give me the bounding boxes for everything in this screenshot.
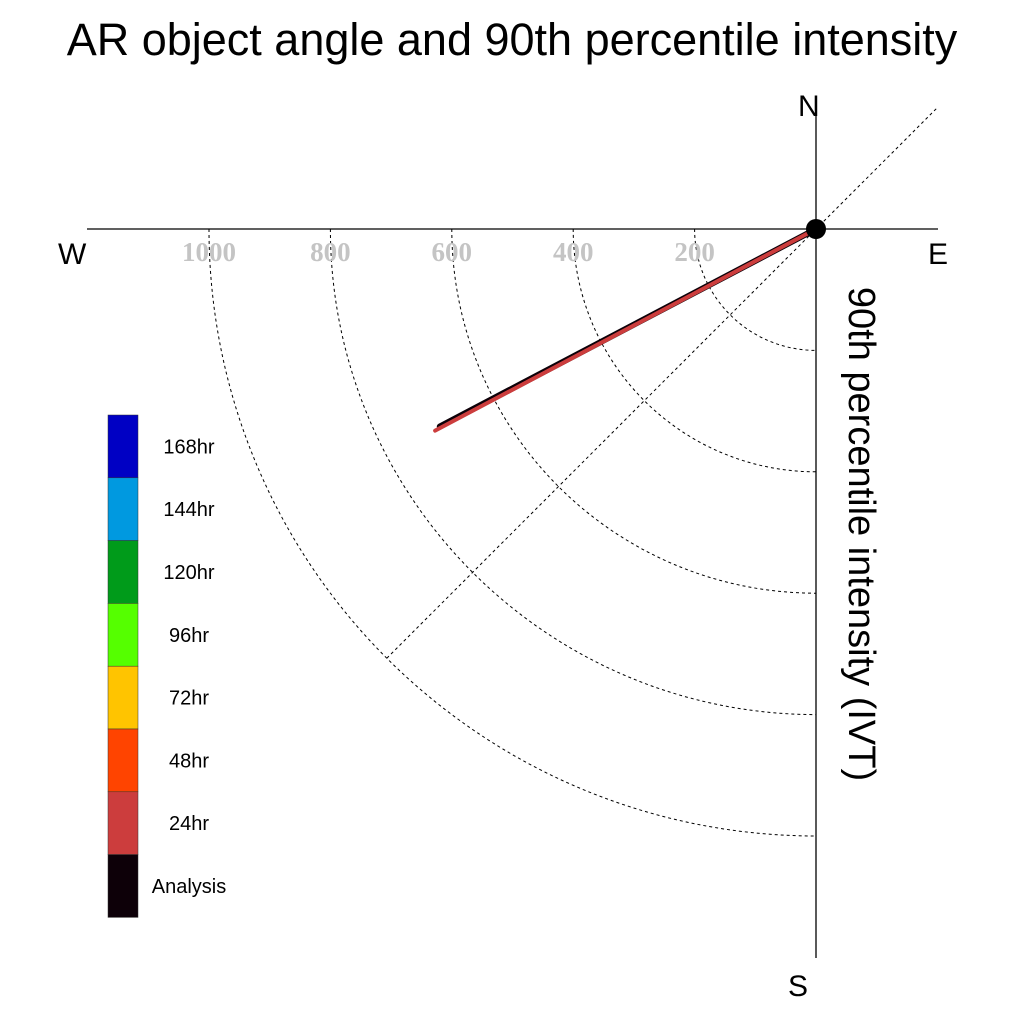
- legend-label: 48hr: [169, 750, 209, 772]
- grid-layer: [208, 106, 939, 837]
- radial-tick-label: 1000: [182, 237, 236, 267]
- legend-label: 96hr: [169, 625, 209, 647]
- compass-south: S: [788, 970, 808, 1003]
- legend-swatch-analysis: [107, 854, 139, 918]
- origin-point: [806, 219, 826, 239]
- chart-title: AR object angle and 90th percentile inte…: [66, 14, 958, 65]
- ring-200: [694, 228, 817, 351]
- ring-600: [451, 228, 817, 594]
- compass-east: E: [928, 238, 948, 271]
- radial-tick-label: 400: [553, 237, 594, 267]
- compass-north: N: [798, 90, 820, 123]
- radial-axis-label: 90th percentile intensity (IVT): [840, 287, 882, 781]
- legend-label: 120hr: [163, 562, 214, 584]
- radial-tick-label: 800: [310, 237, 351, 267]
- legend-label: Analysis: [152, 876, 226, 898]
- legend-layer: 168hr 144hr 120hr 96hr 72hr 48hr 24hr Analysis: [107, 414, 226, 918]
- legend-swatch-144hr: [107, 477, 139, 541]
- diagonal-guide: [386, 106, 939, 659]
- legend-label: 72hr: [169, 688, 209, 710]
- legend-label: 24hr: [169, 813, 209, 835]
- labels-layer: N S E W 200 400 600 800 1000 90th percentile inte…: [58, 90, 948, 1003]
- ring-800: [329, 228, 817, 716]
- ring-1000: [208, 228, 817, 837]
- radial-tick-label: 600: [432, 237, 473, 267]
- compass-west: W: [58, 238, 87, 271]
- legend-label: 168hr: [163, 436, 214, 458]
- legend-swatch-72hr: [107, 665, 139, 730]
- vector-24hr: [433, 227, 818, 433]
- legend-swatch-24hr: [107, 791, 139, 855]
- legend-label: 144hr: [163, 499, 214, 521]
- legend-swatch-120hr: [107, 540, 139, 604]
- legend-swatch-96hr: [107, 603, 139, 667]
- legend-swatch-48hr: [107, 728, 139, 793]
- radial-tick-label: 200: [674, 237, 715, 267]
- series-layer: [433, 219, 826, 433]
- legend-swatch-168hr: [107, 414, 139, 479]
- axes-layer: [87, 107, 938, 958]
- ring-400: [572, 228, 817, 473]
